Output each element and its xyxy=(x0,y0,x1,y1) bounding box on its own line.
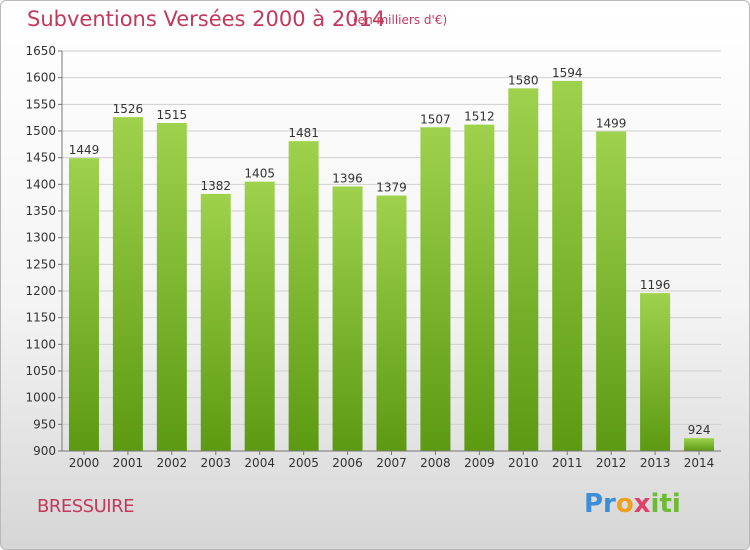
x-tick-label-2003: 2003 xyxy=(200,456,231,470)
value-label-2007: 1379 xyxy=(376,181,407,195)
y-tick-label: 1000 xyxy=(25,391,56,405)
bar-2009 xyxy=(464,124,495,451)
bar-2008 xyxy=(420,127,451,452)
y-tick-label: 1150 xyxy=(25,311,56,325)
bar-2011 xyxy=(552,80,583,451)
value-label-2001: 1526 xyxy=(113,102,144,116)
logo-part-4: iti xyxy=(650,489,681,519)
y-tick-label: 1650 xyxy=(25,44,56,58)
y-tick-label: 1600 xyxy=(25,71,56,85)
commune-name: BRESSUIRE xyxy=(37,496,134,517)
y-tick-label: 1500 xyxy=(25,124,56,138)
value-label-2012: 1499 xyxy=(596,117,627,131)
value-label-2004: 1405 xyxy=(244,167,275,181)
bar-2002 xyxy=(156,123,187,451)
y-tick-label: 1350 xyxy=(25,204,56,218)
bar-2006 xyxy=(332,186,363,451)
axes: 900 950 1000 1050 1100 1150 1200 1250 1300 1350 14… xyxy=(25,44,721,470)
bar-2000 xyxy=(68,158,99,451)
chart-title: Subventions Versées 2000 à 2014 xyxy=(27,7,386,31)
value-label-2009: 1512 xyxy=(464,110,495,124)
bar-2005 xyxy=(288,141,319,451)
x-tick-label-2009: 2009 xyxy=(464,456,495,470)
chart-subtitle: (en milliers d'€) xyxy=(353,13,448,27)
bar-2012 xyxy=(596,131,627,452)
x-tick-label-2002: 2002 xyxy=(157,456,188,470)
value-label-2003: 1382 xyxy=(200,179,231,193)
x-tick-label-2013: 2013 xyxy=(640,456,671,470)
x-tick-label-2006: 2006 xyxy=(332,456,363,470)
y-tick-label: 950 xyxy=(33,417,56,431)
value-label-2006: 1396 xyxy=(332,171,363,185)
value-label-2011: 1594 xyxy=(552,66,583,80)
logo-part-2: o xyxy=(615,489,634,519)
y-tick-label: 1250 xyxy=(25,257,56,271)
value-label-2014: 924 xyxy=(688,423,711,437)
value-label-2005: 1481 xyxy=(288,126,319,140)
y-tick-label: 1550 xyxy=(25,97,56,111)
value-label-2000: 1449 xyxy=(69,143,100,157)
x-tick-label-2008: 2008 xyxy=(420,456,451,470)
x-tick-label-2001: 2001 xyxy=(113,456,144,470)
x-tick-label-2007: 2007 xyxy=(376,456,407,470)
value-label-2010: 1580 xyxy=(508,73,539,87)
bar-2001 xyxy=(112,117,143,451)
x-tick-label-2004: 2004 xyxy=(244,456,275,470)
bar-2014 xyxy=(684,438,715,451)
x-tick-label-2012: 2012 xyxy=(596,456,627,470)
bars: 1449 1526 1515 1382 1405 1481 1396 1379 1507 1512… xyxy=(68,66,715,452)
y-tick-label: 1300 xyxy=(25,231,56,245)
bar-2007 xyxy=(376,195,407,451)
y-tick-label: 1200 xyxy=(25,284,56,298)
x-tick-label-2000: 2000 xyxy=(69,456,100,470)
y-tick-label: 1050 xyxy=(25,364,56,378)
value-label-2002: 1515 xyxy=(157,108,188,122)
x-tick-label-2005: 2005 xyxy=(288,456,319,470)
bar-2004 xyxy=(244,181,275,451)
value-label-2013: 1196 xyxy=(640,278,671,292)
logo-part-1: Pr xyxy=(584,489,616,519)
bar-2010 xyxy=(508,88,539,451)
logo-part-3: x xyxy=(633,489,651,519)
y-tick-label: 1400 xyxy=(25,177,56,191)
value-label-2008: 1507 xyxy=(420,112,451,126)
x-tick-label-2014: 2014 xyxy=(684,456,715,470)
bar-2003 xyxy=(200,193,231,451)
y-tick-label: 900 xyxy=(33,444,56,458)
proxiti-logo: Proxiti xyxy=(584,489,681,519)
y-tick-label: 1100 xyxy=(25,337,56,351)
x-tick-label-2010: 2010 xyxy=(508,456,539,470)
bar-2013 xyxy=(640,293,671,451)
y-tick-label: 1450 xyxy=(25,151,56,165)
x-tick-label-2011: 2011 xyxy=(552,456,583,470)
